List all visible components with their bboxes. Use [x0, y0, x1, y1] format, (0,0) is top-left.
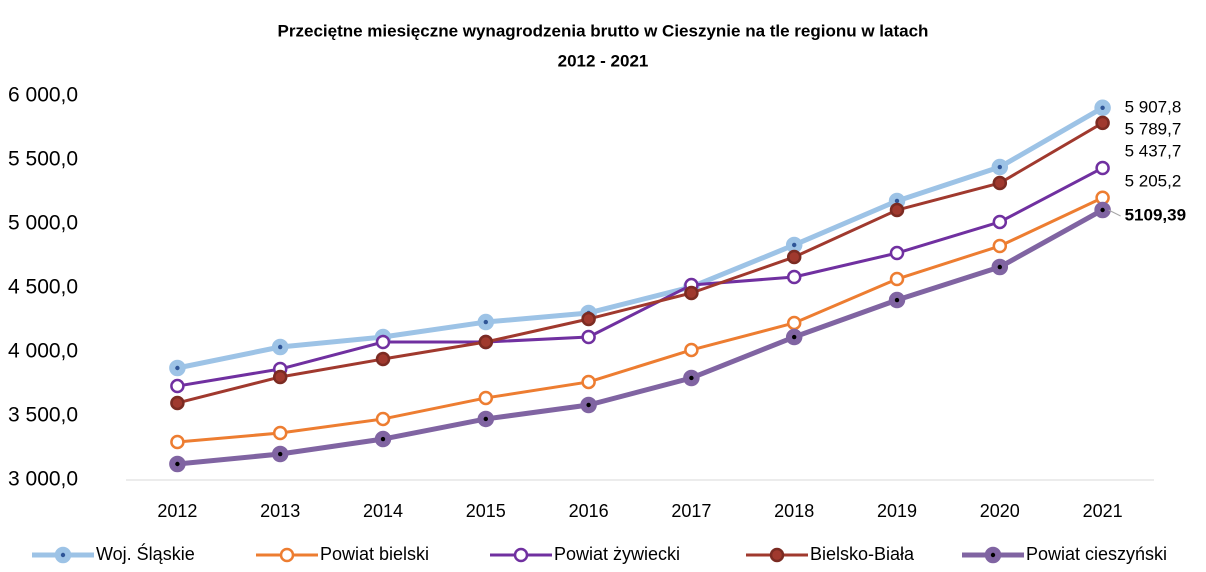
legend-label: Powiat bielski — [320, 544, 429, 564]
series-line — [177, 196, 1104, 444]
marker — [272, 369, 288, 385]
marker-dot — [483, 319, 488, 325]
x-tick-label: 2014 — [363, 501, 403, 521]
marker — [992, 214, 1008, 230]
marker-dot — [60, 552, 66, 558]
data-label: 5 205,2 — [1125, 171, 1182, 190]
marker — [170, 378, 185, 394]
marker — [272, 425, 288, 441]
x-tick-label: 2016 — [569, 501, 609, 521]
marker — [684, 342, 699, 358]
series-line — [177, 121, 1104, 405]
marker-dot — [792, 334, 797, 340]
y-tick-label: 6 000,0 — [8, 84, 78, 107]
x-tick-label: 2015 — [466, 501, 506, 521]
legend-label: Bielsko-Biała — [810, 544, 915, 564]
marker-dot — [175, 365, 180, 371]
data-label: 5 437,7 — [1125, 141, 1182, 160]
marker-dot — [175, 461, 180, 467]
chart-subtitle: 2012 - 2021 — [558, 51, 649, 70]
marker-dot — [689, 375, 694, 381]
y-tick-label: 4 000,0 — [8, 340, 78, 363]
marker — [889, 271, 905, 287]
marker-dot — [278, 451, 283, 457]
marker — [581, 329, 596, 345]
data-label: 5 907,8 — [1125, 97, 1182, 116]
x-tick-label: 2020 — [980, 501, 1020, 521]
series-line — [176, 105, 1104, 371]
legend-label: Powiat cieszyński — [1026, 544, 1167, 564]
series-line — [177, 166, 1104, 388]
marker — [992, 238, 1008, 254]
x-tick-label: 2019 — [877, 501, 917, 521]
marker — [1095, 160, 1110, 176]
y-tick-label: 5 000,0 — [8, 212, 78, 235]
marker — [889, 202, 905, 218]
legend-label: Woj. Śląskie — [96, 543, 195, 564]
leader-line — [1108, 209, 1121, 217]
chart-title: Przeciętne miesięczne wynagrodzenia brut… — [278, 21, 929, 40]
marker — [581, 311, 596, 327]
marker — [684, 285, 699, 301]
x-tick-label: 2012 — [157, 501, 197, 521]
x-tick-label: 2017 — [671, 501, 711, 521]
marker — [375, 411, 391, 427]
x-tick-label: 2013 — [260, 501, 300, 521]
marker — [786, 249, 802, 265]
marker-dot — [586, 402, 591, 408]
legend-label: Powiat żywiecki — [554, 544, 680, 564]
marker — [375, 351, 391, 367]
marker — [170, 395, 185, 411]
y-tick-label: 3 500,0 — [8, 404, 78, 427]
marker-dot — [1100, 105, 1105, 111]
marker — [1095, 115, 1110, 131]
marker — [513, 547, 529, 563]
marker-dot — [792, 242, 797, 248]
marker — [279, 547, 295, 563]
marker-dot — [380, 436, 386, 442]
marker — [375, 334, 391, 350]
marker — [581, 374, 596, 390]
marker — [889, 245, 905, 261]
marker — [786, 269, 802, 285]
marker-dot — [894, 297, 900, 303]
data-label: 5 789,7 — [1125, 119, 1182, 138]
marker — [769, 547, 785, 563]
marker-dot — [1100, 207, 1105, 213]
marker-dot — [997, 264, 1002, 270]
marker-dot — [278, 344, 283, 350]
data-label: 5109,39 — [1125, 205, 1186, 224]
marker — [478, 334, 494, 350]
marker — [478, 390, 494, 406]
marker-dot — [997, 164, 1002, 170]
marker — [170, 434, 185, 450]
marker — [786, 315, 802, 331]
x-tick-label: 2021 — [1083, 501, 1123, 521]
marker-dot — [483, 416, 488, 422]
marker-dot — [990, 552, 996, 558]
y-tick-label: 4 500,0 — [8, 276, 78, 299]
y-tick-label: 3 000,0 — [8, 468, 78, 491]
marker-dot — [894, 198, 900, 204]
x-tick-label: 2018 — [774, 501, 814, 521]
y-tick-label: 5 500,0 — [8, 148, 78, 171]
series-line — [177, 207, 1104, 467]
marker — [992, 175, 1008, 191]
